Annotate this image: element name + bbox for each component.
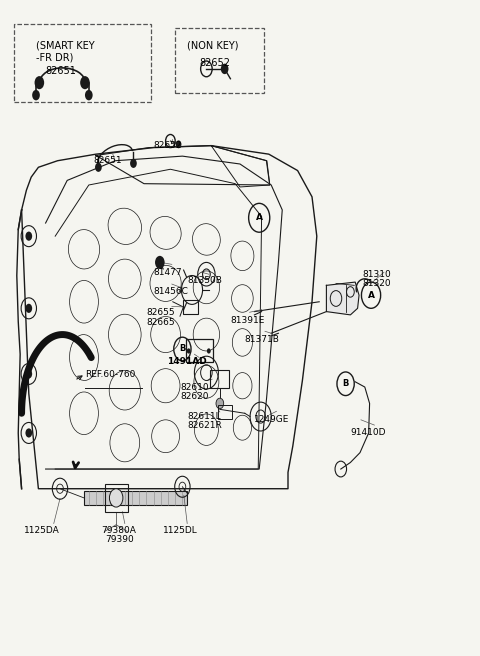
Bar — [186, 339, 213, 362]
Bar — [84, 491, 187, 505]
Text: 1125DL: 1125DL — [163, 526, 198, 535]
Text: A: A — [368, 291, 374, 300]
Circle shape — [25, 232, 32, 241]
Circle shape — [25, 369, 32, 379]
Circle shape — [176, 140, 181, 148]
Bar — [14, 24, 151, 102]
Text: 81350B: 81350B — [187, 276, 222, 285]
Circle shape — [25, 428, 32, 438]
Text: 82655: 82655 — [146, 308, 175, 318]
Text: 82651: 82651 — [94, 156, 122, 165]
Text: 81456C: 81456C — [154, 287, 189, 297]
Text: 82611L: 82611L — [187, 412, 221, 421]
Text: 79390: 79390 — [106, 535, 134, 544]
Polygon shape — [326, 282, 359, 315]
Circle shape — [187, 348, 191, 354]
Text: 81320: 81320 — [362, 279, 391, 289]
Circle shape — [32, 90, 40, 100]
Circle shape — [80, 76, 90, 89]
Text: 81391E: 81391E — [230, 316, 265, 325]
Bar — [210, 370, 229, 388]
Bar — [84, 491, 187, 505]
Text: 82651: 82651 — [46, 66, 76, 75]
Text: B: B — [179, 344, 186, 354]
Circle shape — [221, 64, 228, 74]
Circle shape — [85, 90, 93, 100]
Circle shape — [25, 304, 32, 313]
Text: 1249GE: 1249GE — [254, 415, 290, 424]
Text: 91410D: 91410D — [350, 428, 386, 438]
Text: 81310: 81310 — [362, 270, 391, 279]
Text: A: A — [256, 213, 263, 222]
Text: (NON KEY): (NON KEY) — [187, 41, 239, 51]
Circle shape — [130, 159, 137, 168]
Text: B: B — [342, 379, 349, 388]
Bar — [175, 28, 264, 93]
Circle shape — [155, 256, 165, 269]
Text: 82652: 82652 — [199, 58, 230, 68]
Text: 81477: 81477 — [154, 268, 182, 277]
Circle shape — [216, 398, 224, 409]
Text: 82620: 82620 — [180, 392, 208, 401]
Text: 81371B: 81371B — [245, 335, 280, 344]
Text: 1491AD: 1491AD — [167, 357, 207, 366]
Circle shape — [109, 489, 123, 507]
Circle shape — [35, 76, 44, 89]
Text: 79380A: 79380A — [101, 526, 136, 535]
Text: 82665: 82665 — [146, 318, 175, 327]
Bar — [105, 484, 128, 512]
Bar — [183, 300, 198, 314]
Text: 82652: 82652 — [154, 141, 182, 150]
Text: REF.60-760: REF.60-760 — [85, 370, 136, 379]
Text: 82621R: 82621R — [187, 421, 222, 430]
Circle shape — [95, 163, 102, 172]
Text: (SMART KEY
-FR DR): (SMART KEY -FR DR) — [36, 41, 95, 62]
Text: 1125DA: 1125DA — [24, 526, 60, 535]
Circle shape — [207, 348, 211, 354]
Text: 82610: 82610 — [180, 383, 209, 392]
Bar — [218, 405, 232, 419]
